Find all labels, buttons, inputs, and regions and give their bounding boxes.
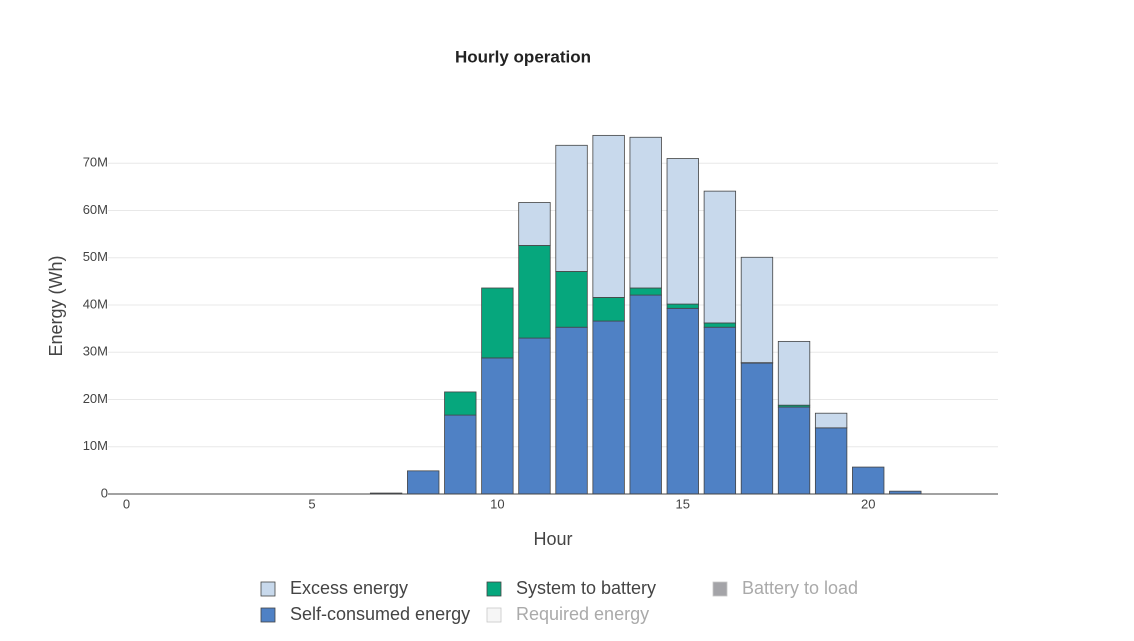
bar-segment xyxy=(740,362,774,495)
legend-label[interactable]: Self-consumed energy xyxy=(290,604,470,624)
y-tick-label: 10M xyxy=(83,438,108,453)
bar-segment xyxy=(481,287,514,359)
legend-swatch xyxy=(712,581,728,597)
bar-segment xyxy=(407,470,440,495)
x-tick-label: 0 xyxy=(123,496,130,511)
y-tick-label: 40M xyxy=(83,296,108,311)
bar-segment xyxy=(666,307,699,495)
bar-segment xyxy=(555,271,588,328)
x-tick-label: 10 xyxy=(490,496,504,511)
bar-segment xyxy=(592,134,625,298)
legend-swatch xyxy=(260,607,276,623)
legend-label[interactable]: Required energy xyxy=(516,604,649,624)
bar-segment xyxy=(703,190,737,324)
chart-title: Hourly operation xyxy=(455,47,591,66)
y-tick-label: 60M xyxy=(83,202,108,217)
bar-segment xyxy=(518,245,551,339)
bar-segment xyxy=(518,202,551,246)
y-tick-label: 50M xyxy=(83,249,108,264)
legend-label[interactable]: Excess energy xyxy=(290,578,408,598)
bar-segment xyxy=(592,297,625,322)
bar-segment xyxy=(777,340,811,406)
bar-segment xyxy=(592,320,625,495)
bar-segment xyxy=(703,326,737,495)
legend-label[interactable]: System to battery xyxy=(516,578,656,598)
y-tick-label: 70M xyxy=(83,155,108,170)
bar-segment xyxy=(555,326,588,495)
bar-segment xyxy=(777,406,811,495)
y-tick-label: 0 xyxy=(101,485,108,500)
legend-swatch xyxy=(486,581,502,597)
bar-segment xyxy=(814,412,848,429)
y-axis-label: Energy (Wh) xyxy=(46,255,66,356)
bar-segment xyxy=(629,136,662,289)
legend-label[interactable]: Battery to load xyxy=(742,578,858,598)
y-tick-label: 20M xyxy=(83,391,108,406)
legend-swatch xyxy=(260,581,276,597)
bar-segment xyxy=(703,322,737,328)
x-axis-label: Hour xyxy=(533,529,572,549)
bar-segment xyxy=(666,158,699,305)
bar-segment xyxy=(740,256,774,364)
x-tick-label: 5 xyxy=(308,496,315,511)
bar-segment xyxy=(814,427,848,495)
x-tick-label: 15 xyxy=(676,496,690,511)
y-tick-label: 30M xyxy=(83,344,108,359)
bar-segment xyxy=(629,287,662,296)
bar-segment xyxy=(629,294,662,495)
bar-segment xyxy=(444,391,477,416)
x-tick-label: 20 xyxy=(861,496,875,511)
bar-segment xyxy=(444,414,477,495)
bar-segment xyxy=(555,144,588,272)
legend-swatch xyxy=(486,607,502,623)
bar-segment xyxy=(852,466,885,495)
bar-segment xyxy=(666,303,699,309)
bar-segment xyxy=(518,337,551,495)
bar-segment xyxy=(481,357,514,495)
